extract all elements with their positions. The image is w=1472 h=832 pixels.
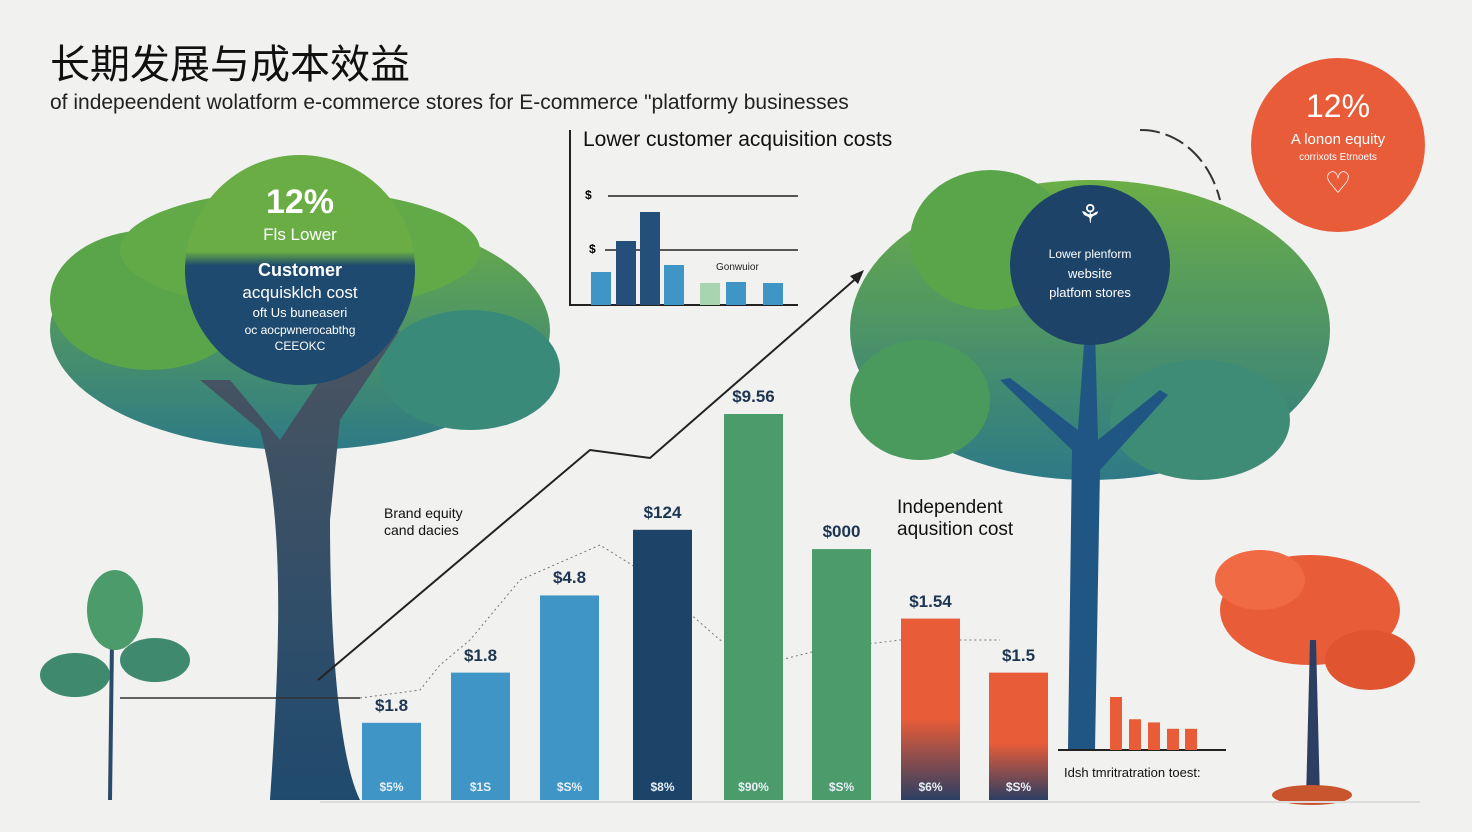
orange-tree [1215, 550, 1415, 805]
page-subtitle: of indepeendent wolatform e-commerce sto… [50, 91, 849, 114]
bar-bottom-label: $S% [556, 780, 583, 794]
page-title: 长期发展与成本效益 [50, 42, 410, 88]
mini-chart [1058, 697, 1226, 751]
orange-circle-percent: 12% [1305, 88, 1371, 124]
orange-circle-line: A lonon equity [1290, 131, 1386, 148]
inset-y-tick: $ [585, 188, 592, 202]
mini-bar [1185, 728, 1197, 750]
brand-equity-label: Brand equity cand dacies [384, 505, 463, 539]
left-circle-line: CEEOKC [274, 339, 326, 353]
inset-chart [569, 130, 798, 306]
right-circle-line: Lower plenform [1048, 247, 1132, 261]
annotation-line: aqusition cost [897, 519, 1014, 540]
inset-bar [700, 283, 720, 305]
right-circle-line: website [1067, 266, 1113, 281]
inset-bar [616, 241, 636, 305]
bar-data-label: $000 [822, 522, 861, 542]
bar-bottom-label: $S% [1005, 780, 1032, 794]
inset-y-tick: $ [589, 242, 596, 256]
orange-stat-circle: 12% A lonon equity corrixots Etrnoets ♡ [1251, 58, 1425, 232]
bar [724, 414, 783, 800]
bar-bottom-label: $1S [469, 780, 492, 794]
bar-data-label: $1.8 [463, 645, 498, 665]
annotation-line: Independent [897, 497, 1003, 518]
bar-data-label: $1.5 [1001, 645, 1036, 665]
left-circle-percent: 12% [265, 183, 335, 221]
inset-annotation: Gonwuior [716, 262, 759, 273]
bar-bottom-label: $90% [738, 780, 769, 794]
left-circle-line: oft Us buneaseri [252, 305, 348, 320]
left-circle-line: Fls Lower [263, 225, 337, 244]
trend-line [317, 274, 861, 681]
right-circle-line: platfom stores [1049, 285, 1131, 300]
bar-bottom-label: $S% [828, 780, 855, 794]
curved-arrow-icon [1139, 129, 1221, 201]
inset-bar [726, 282, 746, 305]
right-tree [850, 170, 1330, 750]
bar-data-label: $1.8 [374, 695, 409, 715]
mini-bar [1148, 722, 1160, 750]
bar-data-label: $9.56 [732, 387, 775, 406]
annotation-line: cand dacies [384, 522, 459, 538]
bar-data-label: $1.54 [909, 591, 952, 611]
mini-chart-label: Idsh tmritratration toest: [1064, 765, 1201, 780]
bar [540, 595, 599, 800]
mini-bar [1167, 728, 1179, 750]
annotation-line: Brand equity [384, 505, 463, 521]
mini-bar [1110, 697, 1122, 750]
right-stat-circle: ⚘ Lower plenform website platfom stores [1010, 185, 1170, 345]
bar [451, 672, 510, 800]
bar [901, 618, 960, 800]
bar [633, 529, 692, 800]
inset-bar [763, 283, 783, 305]
bar-bottom-label: $8% [650, 780, 675, 794]
sprout-icon: ⚘ [1078, 199, 1102, 229]
bar-bottom-label: $5% [379, 780, 404, 794]
mini-bar [1129, 719, 1141, 750]
sprout-plant [40, 570, 360, 801]
inset-chart-title: Lower customer acquisition costs [583, 128, 893, 151]
dashed-trend-line [359, 544, 1000, 699]
orange-circle-line: corrixots Etrnoets [1299, 152, 1377, 163]
bar-bottom-label: $6% [918, 780, 943, 794]
left-circle-line: oc aocpwnerocabthg [244, 323, 356, 337]
bar [362, 722, 421, 800]
bar [989, 672, 1048, 800]
bar-data-label: $124 [643, 502, 682, 522]
left-stat-circle: 12% Fls Lower Customer acquisklch cost o… [185, 155, 415, 385]
inset-bar [640, 212, 660, 305]
left-circle-line: acquisklch cost [242, 283, 358, 302]
bar [812, 549, 871, 800]
left-circle-line: Customer [257, 260, 342, 280]
inset-bar [591, 272, 611, 305]
independent-cost-label: Independent aqusition cost [897, 497, 1013, 541]
bar-data-label: $4.8 [552, 568, 587, 588]
inset-bar [664, 265, 684, 305]
trend-arrow-icon [850, 270, 864, 284]
apple-icon: ♡ [1324, 167, 1352, 200]
